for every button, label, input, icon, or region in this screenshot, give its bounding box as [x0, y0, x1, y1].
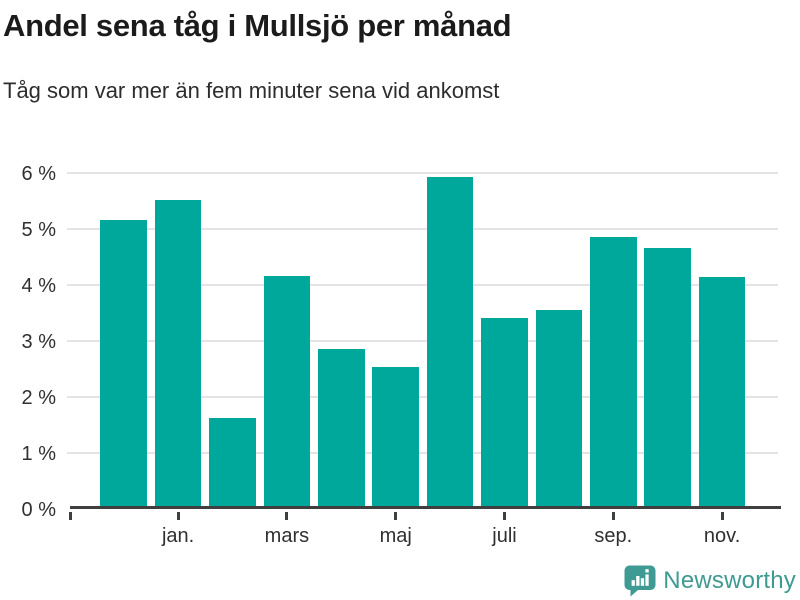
plot-area: jan. mars maj juli sep. nov. — [67, 172, 781, 547]
newsworthy-branding: Newsworthy — [623, 564, 796, 598]
y-axis-label-0-percent: 0 % — [21, 499, 56, 521]
gridline-2-percent — [67, 396, 778, 398]
y-axis-label-1-percent: 1 % — [21, 443, 56, 465]
x-axis-tick — [285, 512, 289, 520]
y-axis-label-6-percent: 6 % — [21, 163, 56, 185]
x-axis-tick — [176, 512, 180, 520]
y-axis-label-2-percent: 2 % — [21, 387, 56, 409]
x-axis-label-sep: sep. — [594, 525, 633, 547]
x-axis-label-nov: nov. — [703, 525, 741, 547]
chart-subtitle: Tåg som var mer än fem minuter sena vid … — [3, 78, 500, 103]
newsworthy-logo-icon — [624, 565, 656, 597]
bar-11 — [644, 248, 691, 506]
x-axis-label-juli: juli — [492, 525, 517, 547]
x-axis-tick — [394, 512, 398, 520]
y-axis-label-3-percent: 3 % — [21, 331, 56, 353]
bar-2 — [154, 199, 202, 506]
bar-9 — [535, 310, 583, 506]
bar-3 — [209, 418, 256, 506]
bar-8 — [481, 317, 528, 506]
y-axis-label-4-percent: 4 % — [21, 275, 56, 297]
bar-7 — [426, 177, 474, 506]
x-axis-tick — [503, 512, 506, 520]
bar-10 — [590, 237, 637, 506]
x-axis-label-maj: maj — [379, 525, 412, 547]
y-axis-label-5-percent: 5 % — [21, 219, 56, 241]
brand-name: Newsworthy — [663, 567, 796, 594]
gridline-3-percent — [67, 340, 778, 342]
x-axis-label-jan: jan. — [161, 525, 195, 547]
x-axis-origin-tick — [68, 512, 72, 520]
bar-4 — [263, 276, 311, 506]
bar-chart: 0 % 1 % 2 % 3 % 4 % 5 % 6 % jan. mars maj juli sep… — [21, 163, 781, 547]
x-axis-tick — [611, 512, 615, 520]
bar-1 — [100, 220, 147, 506]
bar-5 — [318, 349, 365, 506]
gridline-4-percent — [67, 284, 778, 286]
x-axis-tick — [720, 512, 724, 520]
gridline-6-percent — [67, 172, 778, 174]
bar-12 — [698, 276, 746, 506]
gridline-1-percent — [67, 452, 778, 454]
bar-6 — [372, 367, 419, 506]
gridline-5-percent — [67, 228, 778, 230]
chart-title: Andel sena tåg i Mullsjö per månad — [3, 8, 512, 43]
x-axis-label-mars: mars — [264, 525, 310, 547]
